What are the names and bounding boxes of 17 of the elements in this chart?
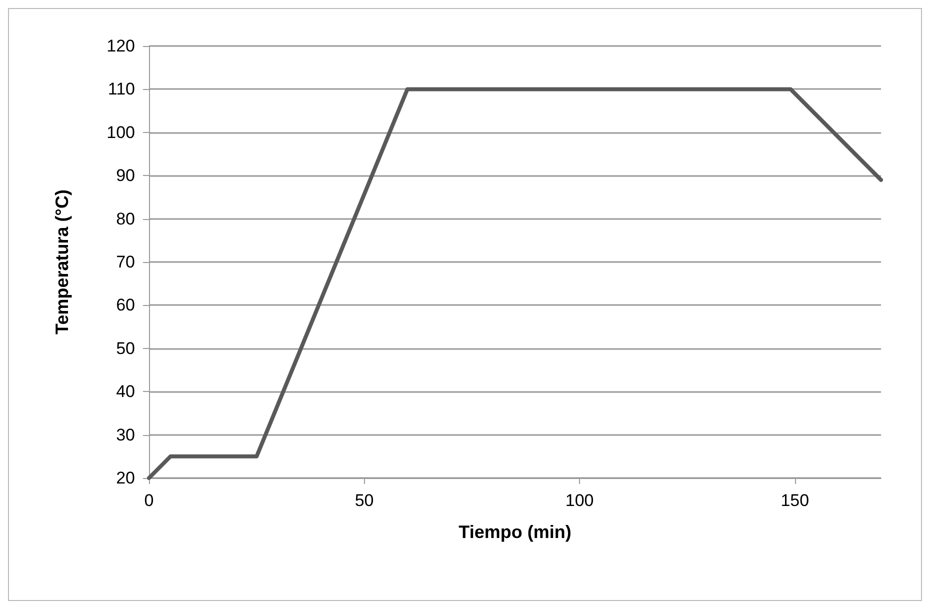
y-tick-label: 110 (108, 80, 135, 99)
y-tick-label: 70 (116, 252, 135, 272)
x-tick-label: 50 (354, 491, 374, 510)
y-tick-label: 80 (116, 209, 135, 228)
x-tick-label: 0 (144, 491, 154, 510)
x-tick-label: 150 (780, 491, 810, 510)
y-tick-label: 100 (106, 122, 135, 142)
x-tick-label: 100 (565, 491, 594, 510)
y-tick-label: 50 (116, 338, 135, 358)
y-tick-label: 60 (116, 296, 135, 315)
y-tick-label: 90 (116, 166, 135, 186)
y-tick-label: 30 (116, 425, 135, 444)
y-tick-label: 20 (116, 468, 135, 488)
y-tick-label: 120 (106, 36, 135, 56)
y-tick-label: 40 (116, 382, 135, 402)
y-axis-title: Temperatura (°C) (52, 190, 72, 334)
x-axis-title: Tiempo (min) (458, 522, 572, 542)
